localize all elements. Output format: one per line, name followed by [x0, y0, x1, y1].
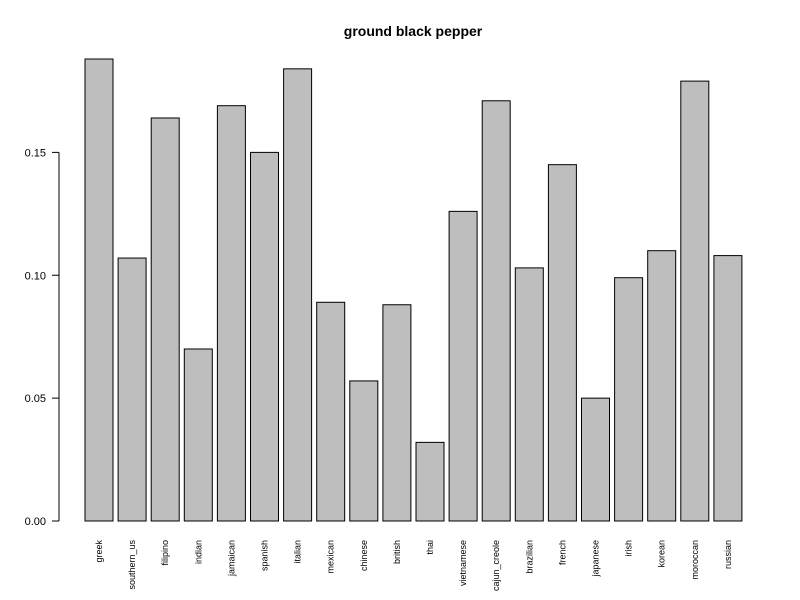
y-tick-label: 0.05	[25, 393, 46, 405]
category-label: thai	[425, 540, 435, 555]
category-label: southern_us	[127, 540, 137, 590]
bar-spanish	[250, 151, 279, 522]
bar-filipino	[150, 117, 180, 522]
y-tick-label: 0.00	[25, 516, 46, 528]
bar-indian	[183, 348, 213, 522]
bar-irish	[614, 277, 644, 522]
category-label: chinese	[359, 540, 369, 571]
category-label: jamaican	[226, 540, 236, 577]
category-label: filipino	[160, 540, 170, 566]
bar-italian	[283, 68, 313, 522]
bar-russian	[713, 255, 743, 522]
y-axis-ticks: 0.00 0.05 0.10 0.15	[25, 147, 59, 528]
bar-jamaican	[216, 105, 246, 522]
category-label: spanish	[260, 540, 270, 571]
bars-group	[84, 58, 743, 522]
category-label: italian	[293, 540, 303, 564]
category-label: mexican	[326, 540, 336, 574]
bar-greek	[84, 58, 114, 522]
bar-japanese	[581, 397, 610, 522]
category-label: greek	[94, 540, 104, 563]
category-label: moroccan	[690, 540, 700, 580]
bar-brazilian	[514, 267, 544, 522]
bar-vietnamese	[448, 210, 478, 522]
category-label: irish	[624, 540, 634, 557]
category-label: russian	[723, 540, 733, 569]
category-label: indian	[193, 540, 203, 564]
bar-korean	[647, 250, 677, 522]
chart-title: ground black pepper	[344, 23, 483, 39]
bar-thai	[415, 441, 445, 522]
bar-british	[382, 304, 412, 522]
category-label: cajun_creole	[491, 540, 501, 591]
category-label: korean	[657, 540, 667, 568]
bar-mexican	[316, 301, 346, 522]
bar-cajun_creole	[481, 100, 511, 522]
bar-moroccan	[680, 80, 710, 522]
category-label: british	[392, 540, 402, 564]
bar-chinese	[349, 380, 379, 522]
y-tick-label: 0.10	[25, 270, 46, 282]
category-label: japanese	[591, 540, 601, 578]
bar-southern_us	[117, 257, 147, 522]
y-tick-label: 0.15	[25, 147, 46, 159]
category-label: french	[557, 540, 567, 565]
bar-french	[547, 164, 577, 522]
category-label: brazilian	[524, 540, 534, 574]
category-label: vietnamese	[458, 540, 468, 586]
category-labels: greek southern_us filipino indian jamaican sp…	[94, 540, 733, 592]
